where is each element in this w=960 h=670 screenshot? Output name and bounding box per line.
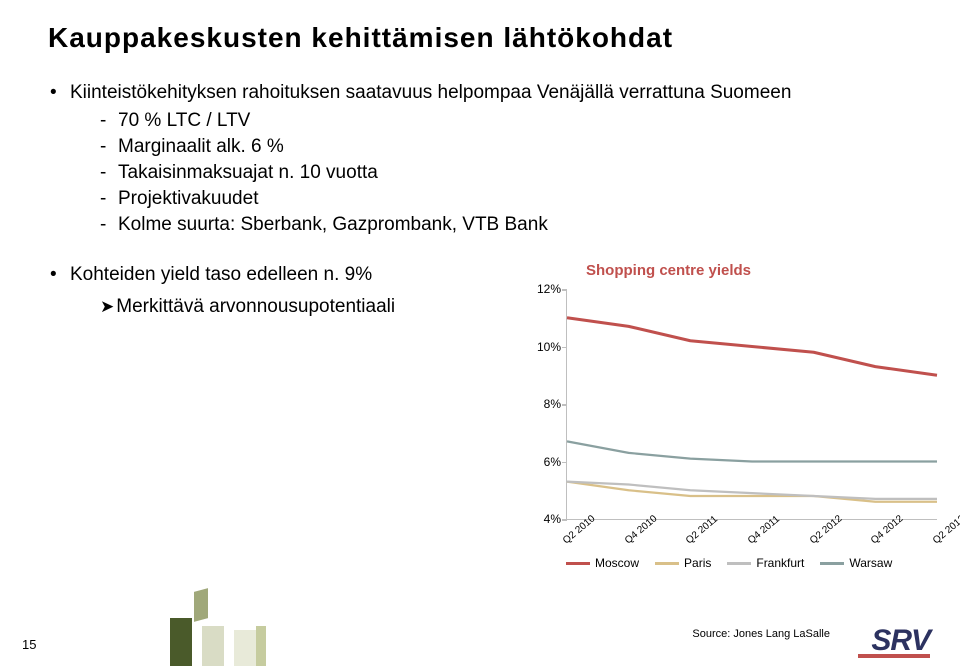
legend-item: Warsaw — [820, 556, 892, 570]
decorative-shape — [194, 588, 208, 622]
y-tick-mark — [562, 404, 567, 406]
sub-item: Takaisinmaksuajat n. 10 vuotta — [100, 162, 900, 184]
decorative-shape — [170, 618, 192, 666]
slide-title: Kauppakeskusten kehittämisen lähtökohdat — [48, 22, 900, 54]
source-text: Source: Jones Lang LaSalle — [692, 628, 830, 640]
legend-swatch — [727, 562, 751, 565]
y-tick-mark — [562, 289, 567, 291]
bullet-2-text: Kohteiden yield taso edelleen n. 9% — [70, 264, 372, 285]
chart-title: Shopping centre yields — [586, 262, 936, 279]
decorative-shape — [202, 626, 224, 666]
legend-label: Frankfurt — [756, 556, 804, 570]
legend-item: Moscow — [566, 556, 639, 570]
logo-text: SRV — [858, 624, 930, 658]
series-line — [567, 318, 937, 376]
sub-item: 70 % LTC / LTV — [100, 110, 900, 132]
legend-label: Warsaw — [849, 556, 892, 570]
sub-item: Marginaalit alk. 6 % — [100, 136, 900, 158]
legend-item: Paris — [655, 556, 711, 570]
decorative-shape — [256, 626, 266, 666]
y-tick-mark — [562, 519, 567, 521]
sub-item: Kolme suurta: Sberbank, Gazprombank, VTB… — [100, 214, 900, 236]
legend-swatch — [566, 562, 590, 565]
arrow-text: Merkittävä arvonnousupotentiaali — [116, 296, 395, 317]
sub-item: Projektivakuudet — [100, 188, 900, 210]
series-line — [567, 441, 937, 461]
bullet-1-text: Kiinteistökehityksen rahoituksen saatavu… — [70, 82, 791, 103]
decorative-shape — [234, 630, 256, 666]
y-tick-label: 4% — [531, 512, 561, 526]
legend-swatch — [655, 562, 679, 565]
legend-label: Paris — [684, 556, 711, 570]
y-tick-label: 6% — [531, 455, 561, 469]
y-tick-mark — [562, 462, 567, 464]
chart-plot-area: 4%6%8%10%12%Q2 2010Q4 2010Q2 2011Q4 2011… — [566, 289, 937, 520]
y-tick-label: 12% — [531, 282, 561, 296]
y-tick-label: 8% — [531, 397, 561, 411]
legend-label: Moscow — [595, 556, 639, 570]
bullet-1: Kiinteistökehityksen rahoituksen saatavu… — [48, 82, 900, 236]
y-tick-mark — [562, 347, 567, 349]
slide: Kauppakeskusten kehittämisen lähtökohdat… — [0, 0, 960, 670]
legend-item: Frankfurt — [727, 556, 804, 570]
arrow-icon: ➤ — [100, 297, 114, 316]
y-tick-label: 10% — [531, 340, 561, 354]
sub-list: 70 % LTC / LTV Marginaalit alk. 6 % Takais… — [100, 110, 900, 236]
decorative-shapes — [170, 586, 330, 666]
srv-logo: SRV — [858, 624, 930, 658]
bullet-list: Kiinteistökehityksen rahoituksen saatavu… — [48, 82, 900, 236]
legend-swatch — [820, 562, 844, 565]
chart-lines — [567, 289, 937, 519]
yields-chart: Shopping centre yields 4%6%8%10%12%Q2 20… — [526, 262, 936, 582]
page-number: 15 — [22, 637, 36, 652]
chart-legend: Moscow Paris Frankfurt Warsaw — [566, 556, 936, 570]
